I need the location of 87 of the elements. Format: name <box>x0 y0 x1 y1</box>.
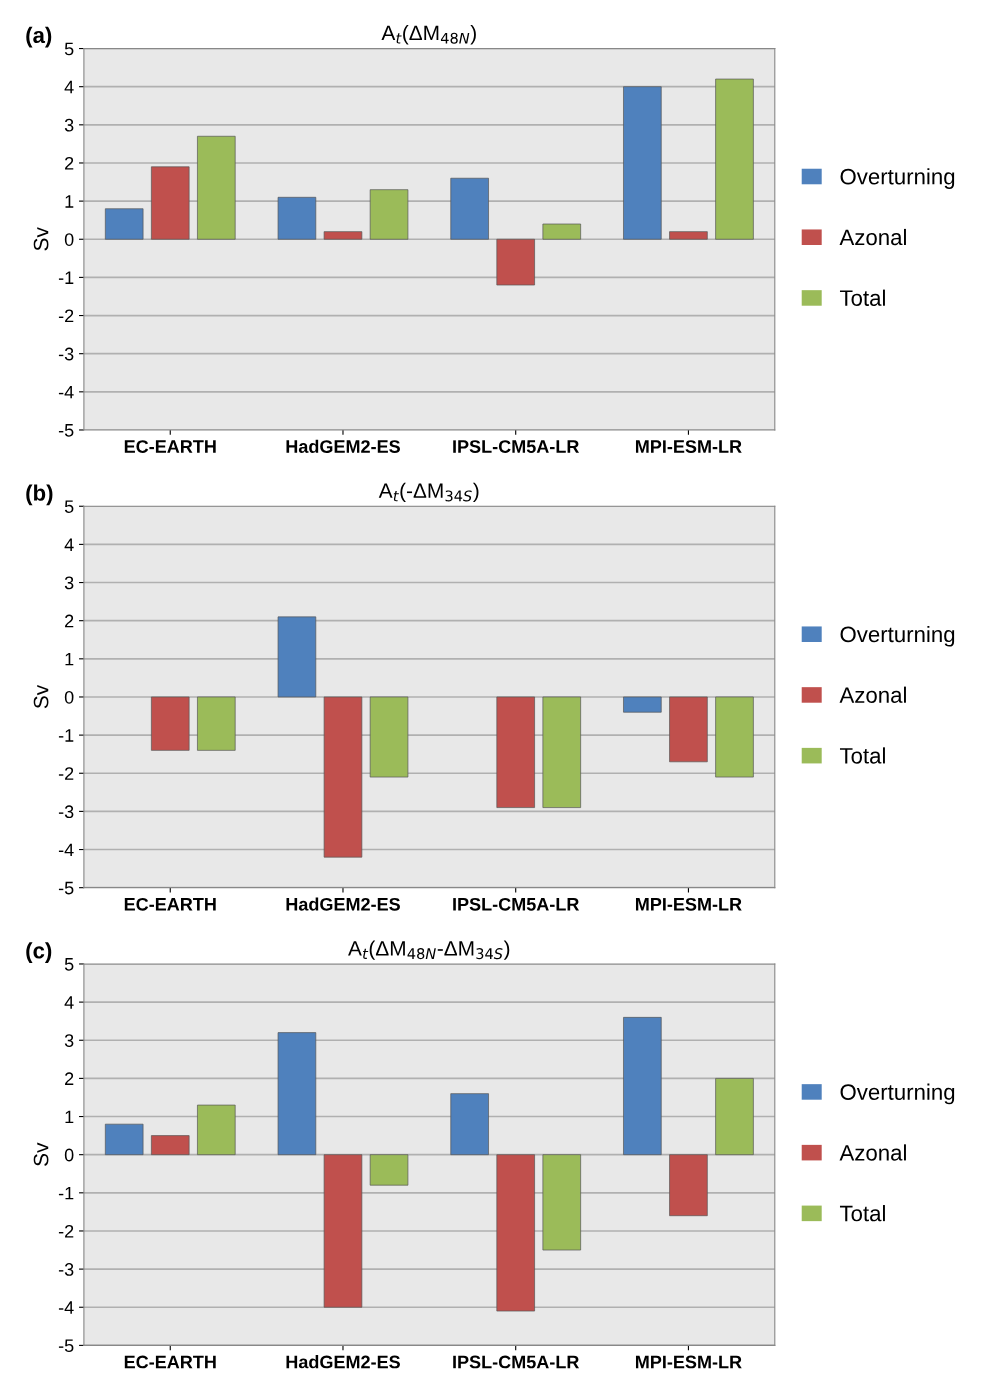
legend-label: Overturning <box>840 625 955 647</box>
y-tick-label: 3 <box>64 118 74 132</box>
legend-label: Total <box>839 747 885 764</box>
legend-label: Overturning <box>840 1083 955 1105</box>
y-tick-label: -2 <box>58 767 74 780</box>
y-tick-label: -3 <box>58 805 74 819</box>
bar <box>496 238 535 286</box>
y-tick-label: -1 <box>58 1186 74 1200</box>
y-tick-label: 1 <box>65 652 74 666</box>
bar <box>104 208 144 240</box>
y-tick-label: 5 <box>64 500 74 513</box>
y-tick-label: -5 <box>58 1339 74 1353</box>
x-tick-label: HadGEM2-ES <box>286 1355 400 1369</box>
chart-title: A$_{t}$(-ΔM$_{34S}$) <box>378 482 479 503</box>
bar <box>197 135 236 240</box>
y-tick-label: -4 <box>58 843 74 857</box>
x-tick-label: HadGEM2-ES <box>286 897 400 911</box>
y-axis-title: Sv <box>33 227 49 251</box>
y-tick-label: 0 <box>64 233 74 246</box>
bar <box>542 223 581 240</box>
y-tick-label: 2 <box>65 156 74 170</box>
y-tick-label: -3 <box>58 1263 74 1276</box>
y-tick-label: 4 <box>64 996 74 1009</box>
y-tick-label: 3 <box>64 576 74 590</box>
y-tick-label: 4 <box>64 80 74 94</box>
bar <box>323 1154 363 1308</box>
bar <box>277 1032 317 1156</box>
x-tick-label: IPSL-CM5A-LR <box>453 897 580 911</box>
y-tick-label: 4 <box>64 538 74 551</box>
bar <box>715 1078 754 1156</box>
y-axis-title: Sv <box>33 1142 49 1166</box>
y-tick-label: -1 <box>58 729 74 742</box>
bar <box>623 1017 662 1156</box>
y-tick-label: -2 <box>58 309 74 323</box>
bar <box>277 196 317 240</box>
bar <box>151 166 190 240</box>
y-tick-label: -1 <box>58 271 74 284</box>
text: (c) <box>26 942 52 963</box>
bar <box>369 189 409 240</box>
bar <box>450 1093 489 1156</box>
bar <box>104 1123 144 1156</box>
bar <box>450 177 489 240</box>
y-tick-label: 0 <box>64 690 74 704</box>
bar <box>542 1154 581 1251</box>
legend-label: Azonal <box>839 228 906 246</box>
bar <box>369 1154 409 1186</box>
bar <box>669 231 708 240</box>
y-axis-title: Sv <box>33 684 49 709</box>
y-tick-label: 5 <box>64 958 74 971</box>
x-tick-label: HadGEM2-ES <box>286 439 400 453</box>
y-tick-label: -4 <box>58 385 74 399</box>
chart-title: A$_{t}$(ΔM$_{48N}$) <box>381 25 476 45</box>
chart-title: A$_{t}$(ΔM$_{48N}$-ΔM$_{34S}$) <box>348 940 510 960</box>
y-tick-label: 5 <box>64 42 74 56</box>
bar <box>669 1154 708 1217</box>
x-tick-label: MPI-ESM-LR <box>635 897 742 911</box>
x-tick-label: EC-EARTH <box>124 1355 216 1369</box>
x-tick-label: MPI-ESM-LR <box>635 1355 742 1369</box>
y-tick-label: 2 <box>65 1072 74 1085</box>
legend-label: Azonal <box>839 686 906 703</box>
y-tick-label: 2 <box>65 614 74 628</box>
bar <box>197 1104 236 1156</box>
legend-label: Overturning <box>840 168 955 189</box>
bar <box>496 1154 535 1312</box>
y-tick-label: 1 <box>65 195 74 208</box>
y-tick-label: 0 <box>64 1148 74 1162</box>
text: (b) <box>26 484 53 506</box>
y-tick-label: -4 <box>58 1301 74 1314</box>
x-tick-label: MPI-ESM-LR <box>635 440 742 453</box>
text: (a) <box>26 26 52 48</box>
bar <box>715 78 754 240</box>
legend-label: Total <box>839 289 885 306</box>
x-tick-label: IPSL-CM5A-LR <box>453 1355 580 1369</box>
y-tick-label: 1 <box>65 1110 74 1124</box>
x-tick-label: EC-EARTH <box>124 440 216 453</box>
y-tick-label: -5 <box>58 424 74 437</box>
legend-label: Total <box>839 1205 885 1222</box>
x-tick-label: IPSL-CM5A-LR <box>453 440 580 453</box>
y-tick-label: -2 <box>58 1224 74 1238</box>
bar <box>323 231 363 240</box>
y-tick-label: -3 <box>58 347 74 361</box>
bar <box>151 1135 190 1156</box>
y-tick-label: 3 <box>64 1034 74 1047</box>
bar <box>623 86 662 240</box>
x-tick-label: EC-EARTH <box>124 897 216 911</box>
legend-label: Azonal <box>839 1144 906 1161</box>
y-tick-label: -5 <box>58 881 74 895</box>
